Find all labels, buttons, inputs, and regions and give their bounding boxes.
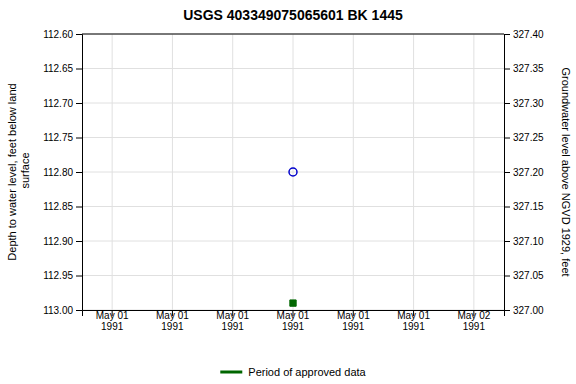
legend-entry: Period of approved data	[220, 366, 366, 378]
tick-mark	[504, 207, 510, 208]
tick-mark	[76, 207, 82, 208]
grid	[82, 34, 504, 310]
tick: May 021991	[457, 310, 490, 332]
tick-label: 112.60	[43, 29, 73, 40]
series	[289, 168, 297, 176]
tick-label: 327.05	[513, 270, 544, 281]
tick: 112.75	[43, 132, 82, 143]
tick: 327.00	[504, 305, 544, 316]
grid-line	[293, 34, 294, 310]
point	[289, 168, 297, 176]
tick-mark	[504, 172, 510, 173]
tick-label: May 011991	[397, 310, 430, 332]
tick-label: 112.85	[43, 201, 73, 212]
tick: 327.15	[504, 201, 544, 212]
tick: May 011991	[96, 310, 129, 332]
tick-label: 327.10	[513, 236, 544, 247]
tick-label: 327.35	[513, 63, 544, 74]
tick-label: 112.70	[43, 98, 73, 109]
tick-mark	[76, 138, 82, 139]
legend-swatch	[220, 371, 242, 374]
point	[290, 300, 296, 306]
tick: 112.65	[43, 63, 82, 74]
tick: 327.05	[504, 270, 544, 281]
tick-mark	[504, 138, 510, 139]
tick: 327.30	[504, 98, 544, 109]
chart: May 011991 May 011991 May 011991 May 011991…	[0, 0, 576, 384]
tick-mark	[76, 241, 82, 242]
tick-label: 327.25	[513, 132, 544, 143]
tick-label: 112.75	[43, 132, 73, 143]
tick: 112.95	[43, 270, 82, 281]
tick: 112.70	[43, 98, 82, 109]
tick-mark	[504, 310, 510, 311]
tick: 112.80	[43, 167, 82, 178]
tick-mark	[504, 69, 510, 70]
grid-line	[353, 34, 354, 310]
tick-mark	[504, 276, 510, 277]
legend-label: Period of approved data	[248, 366, 366, 378]
tick: 112.90	[43, 236, 82, 247]
axis-line	[76, 35, 83, 311]
tick: 327.40	[504, 29, 544, 40]
axis-line	[505, 35, 511, 311]
grid-line	[82, 34, 504, 35]
tick-mark	[76, 103, 82, 104]
grid-line	[413, 34, 414, 310]
tick: 327.25	[504, 132, 544, 143]
tick-label: May 011991	[277, 310, 310, 332]
tick: May 011991	[156, 310, 189, 332]
tick-label: May 011991	[337, 310, 370, 332]
tick-label: 327.40	[513, 29, 544, 40]
tick-label: May 011991	[216, 310, 249, 332]
tick: 113.00	[43, 305, 82, 316]
tick: 327.20	[504, 167, 544, 178]
tick-label: 327.00	[513, 305, 544, 316]
tick-label: May 021991	[457, 310, 490, 332]
grid-line	[473, 34, 474, 310]
tick-label: 327.15	[513, 201, 544, 212]
tick-label: May 011991	[96, 310, 129, 332]
title: USGS 403349075065601 BK 1445	[183, 7, 403, 23]
grid-line	[172, 34, 173, 310]
axis-title: Depth to water level, feet below land su…	[6, 83, 31, 260]
tick: May 011991	[216, 310, 249, 332]
tick-label: 113.00	[43, 305, 73, 316]
tick-label: 112.65	[43, 63, 73, 74]
y-axis: 112.60 112.65 112.70 112.75 112.80 112.85 112.…	[43, 29, 82, 316]
x-axis: May 011991 May 011991 May 011991 May 011991…	[83, 310, 505, 332]
tick-label: 112.95	[43, 270, 73, 281]
tick-mark	[504, 241, 510, 242]
y2-axis: 327.40 327.35 327.30 327.25 327.20 327.15 327.…	[504, 29, 544, 316]
tick: 112.85	[43, 201, 82, 212]
tick-mark	[76, 69, 82, 70]
tick-mark	[504, 34, 510, 35]
axis-title: Groundwater level above NGVD 1929, feet	[560, 67, 572, 276]
grid-line	[232, 34, 233, 310]
tick-label: 112.90	[43, 236, 73, 247]
tick-label: May 011991	[156, 310, 189, 332]
tick: 327.10	[504, 236, 544, 247]
tick-mark	[76, 34, 82, 35]
legend: Period of approved data	[220, 366, 366, 378]
tick-mark	[76, 172, 82, 173]
tick-label: 327.30	[513, 98, 544, 109]
tick: May 011991	[277, 310, 310, 332]
series	[290, 300, 296, 306]
tick-mark	[76, 310, 82, 311]
tick: May 011991	[397, 310, 430, 332]
tick-mark	[504, 103, 510, 104]
grid-line	[112, 34, 113, 310]
tick-label: 327.20	[513, 167, 544, 178]
marks	[289, 168, 297, 306]
frame-line	[82, 34, 504, 35]
plot-area: May 011991 May 011991 May 011991 May 011991…	[43, 29, 544, 332]
tick: May 011991	[337, 310, 370, 332]
tick: 327.35	[504, 63, 544, 74]
tick-mark	[76, 276, 82, 277]
tick-label: 112.80	[43, 167, 73, 178]
tick: 112.60	[43, 29, 82, 40]
